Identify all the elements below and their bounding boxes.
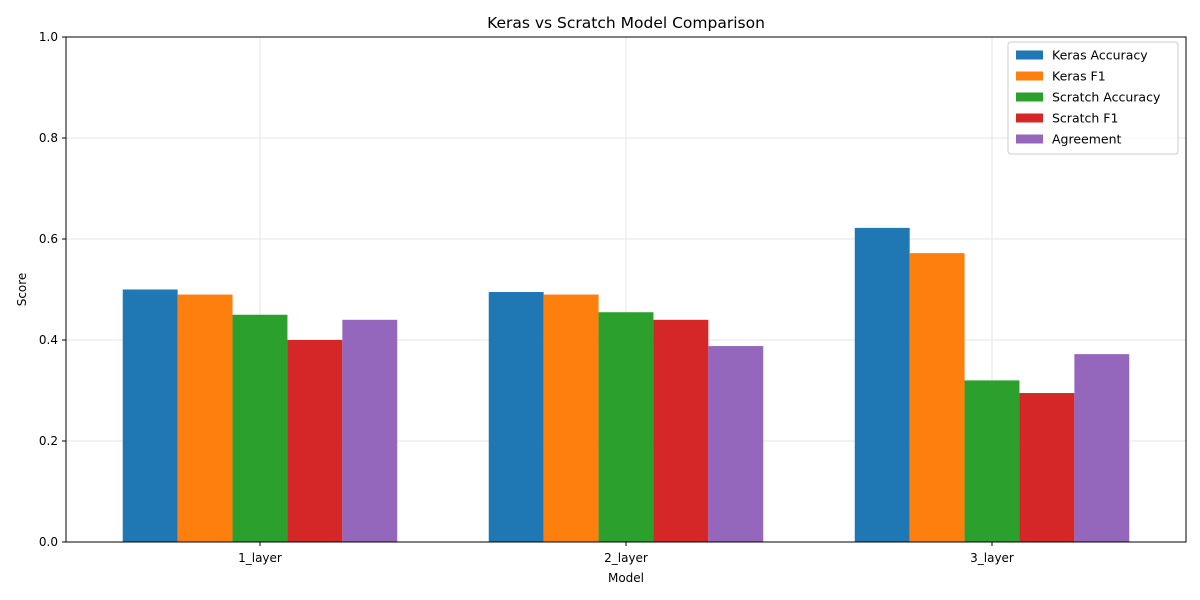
- bar: [287, 340, 343, 542]
- bar: [232, 314, 288, 542]
- y-tick-label: 0.2: [39, 434, 58, 448]
- x-tick-label: 2_layer: [604, 551, 648, 565]
- bar: [177, 294, 233, 542]
- bar: [1074, 354, 1130, 542]
- bar: [598, 312, 654, 542]
- y-tick-label: 0.4: [39, 333, 58, 347]
- y-axis-ticks: 0.0 0.2 0.4 0.6 0.8 1.0: [39, 30, 66, 549]
- legend-label: Scratch F1: [1052, 111, 1118, 126]
- legend: Keras Accuracy Keras F1 Scratch Accuracy Sc…: [1007, 41, 1179, 155]
- legend-label: Keras F1: [1052, 69, 1106, 84]
- legend-label: Scratch Accuracy: [1052, 90, 1161, 105]
- bar: [854, 227, 910, 542]
- y-tick-label: 0.6: [39, 232, 58, 246]
- legend-label: Agreement: [1052, 132, 1122, 147]
- legend-swatch: [1016, 92, 1043, 102]
- chart-title: Keras vs Scratch Model Comparison: [487, 14, 765, 32]
- y-tick-label: 1.0: [39, 30, 58, 44]
- y-axis-label: Score: [15, 273, 29, 307]
- y-tick-label: 0.0: [39, 535, 58, 549]
- legend-swatch: [1016, 134, 1043, 144]
- bar: [543, 294, 599, 542]
- legend-box: [1007, 41, 1179, 155]
- bar: [909, 253, 965, 542]
- x-axis-ticks: 1_layer 2_layer 3_layer: [238, 542, 1014, 565]
- bars: [122, 227, 1130, 542]
- bar: [122, 289, 178, 542]
- bar: [708, 346, 764, 542]
- bar: [653, 319, 709, 542]
- bar: [964, 380, 1020, 542]
- legend-label: Keras Accuracy: [1052, 48, 1148, 63]
- bar: [1019, 393, 1075, 542]
- legend-swatch: [1016, 50, 1043, 60]
- bar: [342, 319, 398, 542]
- x-axis-label: Model: [608, 571, 644, 585]
- y-tick-label: 0.8: [39, 131, 58, 145]
- bar: [488, 292, 544, 542]
- x-tick-label: 1_layer: [238, 551, 282, 565]
- x-tick-label: 3_layer: [970, 551, 1014, 565]
- legend-swatch: [1016, 71, 1043, 81]
- legend-swatch: [1016, 113, 1043, 123]
